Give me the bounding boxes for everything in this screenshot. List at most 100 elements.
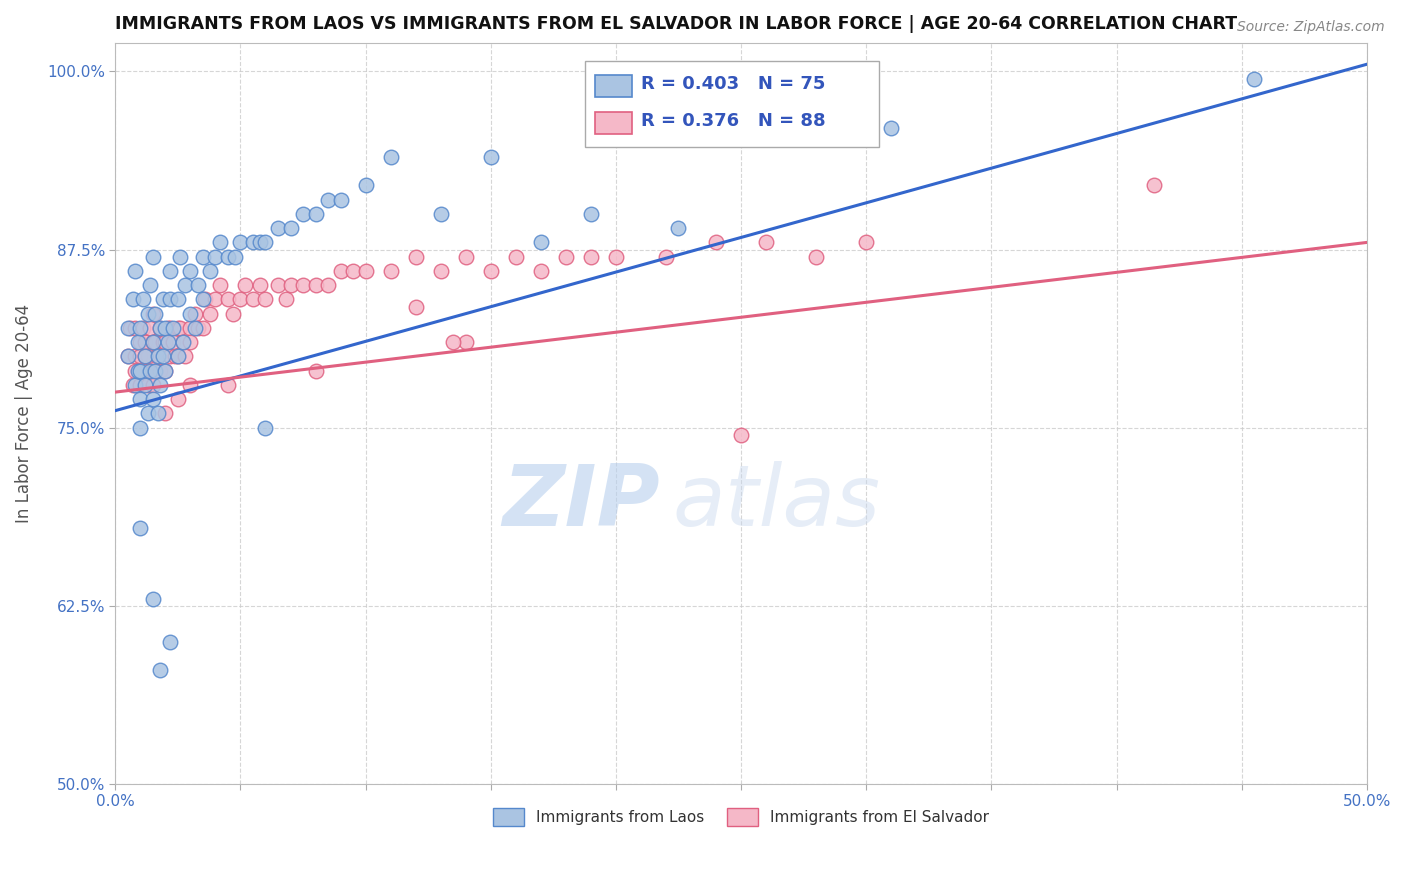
- Point: [129, 378, 152, 392]
- Point: [117, 321, 139, 335]
- Point: [217, 378, 239, 392]
- Text: R = 0.376   N = 88: R = 0.376 N = 88: [641, 112, 825, 130]
- Point: [342, 264, 364, 278]
- Point: [124, 378, 146, 392]
- Point: [329, 193, 352, 207]
- Point: [217, 293, 239, 307]
- Point: [329, 264, 352, 278]
- Point: [132, 321, 155, 335]
- Point: [174, 278, 197, 293]
- Point: [1143, 178, 1166, 193]
- Point: [380, 150, 402, 164]
- Point: [405, 300, 427, 314]
- Point: [179, 307, 201, 321]
- Text: Source: ZipAtlas.com: Source: ZipAtlas.com: [1237, 20, 1385, 34]
- Point: [172, 335, 194, 350]
- Point: [124, 264, 146, 278]
- Point: [479, 150, 502, 164]
- Point: [162, 321, 184, 335]
- FancyBboxPatch shape: [585, 62, 879, 146]
- Point: [134, 350, 156, 364]
- Point: [142, 250, 165, 264]
- Point: [174, 350, 197, 364]
- Point: [129, 321, 152, 335]
- Point: [209, 235, 232, 250]
- Point: [229, 235, 252, 250]
- Point: [505, 250, 527, 264]
- Point: [755, 235, 778, 250]
- Point: [179, 335, 201, 350]
- Point: [136, 407, 159, 421]
- Point: [152, 293, 174, 307]
- Point: [479, 264, 502, 278]
- Point: [380, 264, 402, 278]
- Point: [139, 364, 162, 378]
- Point: [254, 293, 277, 307]
- Point: [554, 250, 576, 264]
- Point: [405, 250, 427, 264]
- Point: [167, 392, 190, 407]
- Point: [249, 235, 271, 250]
- Point: [167, 350, 190, 364]
- Point: [304, 364, 326, 378]
- Point: [146, 407, 169, 421]
- Point: [292, 278, 315, 293]
- Point: [204, 250, 226, 264]
- Point: [704, 235, 727, 250]
- Point: [124, 364, 146, 378]
- Point: [136, 350, 159, 364]
- Point: [200, 307, 222, 321]
- Point: [191, 293, 214, 307]
- Point: [267, 221, 290, 235]
- Point: [1243, 71, 1265, 86]
- Point: [191, 321, 214, 335]
- Point: [127, 335, 149, 350]
- Point: [187, 321, 209, 335]
- Y-axis label: In Labor Force | Age 20-64: In Labor Force | Age 20-64: [15, 304, 32, 523]
- Point: [179, 378, 201, 392]
- Point: [179, 321, 201, 335]
- Point: [222, 307, 245, 321]
- Point: [136, 307, 159, 321]
- Point: [579, 250, 602, 264]
- Point: [668, 221, 690, 235]
- Point: [169, 250, 191, 264]
- Point: [249, 278, 271, 293]
- Point: [204, 293, 226, 307]
- Point: [155, 364, 177, 378]
- Point: [429, 207, 451, 221]
- Point: [167, 350, 190, 364]
- Point: [254, 421, 277, 435]
- Point: [169, 321, 191, 335]
- Point: [136, 378, 159, 392]
- Point: [139, 278, 162, 293]
- Point: [142, 307, 165, 321]
- Point: [429, 264, 451, 278]
- Point: [129, 364, 152, 378]
- Point: [134, 335, 156, 350]
- Point: [165, 350, 187, 364]
- Point: [730, 428, 752, 442]
- Point: [149, 663, 172, 677]
- Text: R = 0.403   N = 75: R = 0.403 N = 75: [641, 76, 825, 94]
- Point: [304, 278, 326, 293]
- Point: [129, 392, 152, 407]
- Point: [579, 207, 602, 221]
- Point: [127, 364, 149, 378]
- Point: [142, 392, 165, 407]
- Point: [187, 278, 209, 293]
- Point: [162, 335, 184, 350]
- Point: [146, 350, 169, 364]
- Point: [316, 193, 339, 207]
- Text: ZIP: ZIP: [502, 461, 659, 544]
- Point: [124, 350, 146, 364]
- Point: [530, 264, 553, 278]
- Text: atlas: atlas: [672, 461, 880, 544]
- Point: [280, 221, 302, 235]
- Point: [224, 250, 246, 264]
- Point: [149, 378, 172, 392]
- Point: [454, 335, 477, 350]
- Point: [179, 264, 201, 278]
- Point: [134, 378, 156, 392]
- Point: [159, 634, 181, 648]
